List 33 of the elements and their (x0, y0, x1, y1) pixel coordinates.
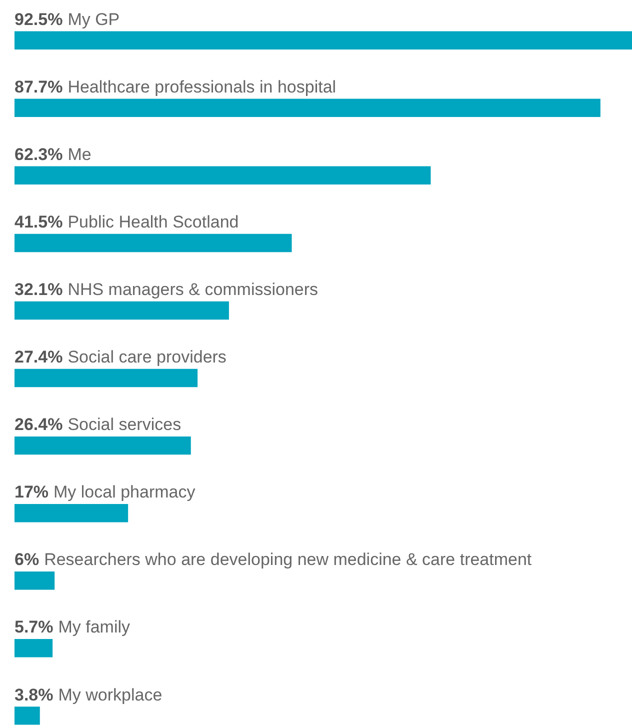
bar (14, 301, 229, 320)
bar (14, 234, 292, 252)
data-label: 92.5% (14, 10, 63, 29)
bar (14, 31, 632, 50)
data-label: 5.7% (14, 618, 54, 637)
data-label: 6% (14, 550, 40, 570)
data-label: 87.7% (14, 77, 63, 96)
y-tick-label: Researchers who are developing new medicine & care treatment (44, 550, 532, 570)
data-label: 27.4% (14, 348, 63, 367)
y-tick-label: My local pharmacy (54, 482, 196, 502)
data-label: 62.3% (14, 144, 63, 164)
bar (14, 639, 53, 658)
y-tick-label: Public Health Scotland (68, 212, 239, 232)
data-label: 3.8% (14, 685, 54, 704)
bar (14, 368, 198, 388)
data-label: 41.5% (14, 212, 63, 232)
bar (14, 436, 191, 455)
bar (14, 166, 431, 185)
y-tick-label: My family (58, 618, 131, 637)
data-label: 32.1% (14, 280, 63, 300)
y-tick-label: NHS managers & commissioners (68, 280, 318, 300)
bar (14, 98, 600, 117)
y-tick-label: Me (68, 144, 92, 164)
data-label: 17% (14, 482, 49, 502)
bar (14, 504, 128, 522)
y-tick-label: Social services (68, 415, 182, 434)
y-tick-label: Social care providers (68, 348, 226, 367)
y-tick-label: My GP (68, 10, 120, 29)
bar (14, 706, 40, 725)
bar (14, 572, 55, 590)
y-tick-label: Healthcare professionals in hospital (68, 77, 336, 96)
y-tick-label: My workplace (58, 685, 162, 704)
data-label: 26.4% (14, 415, 63, 434)
